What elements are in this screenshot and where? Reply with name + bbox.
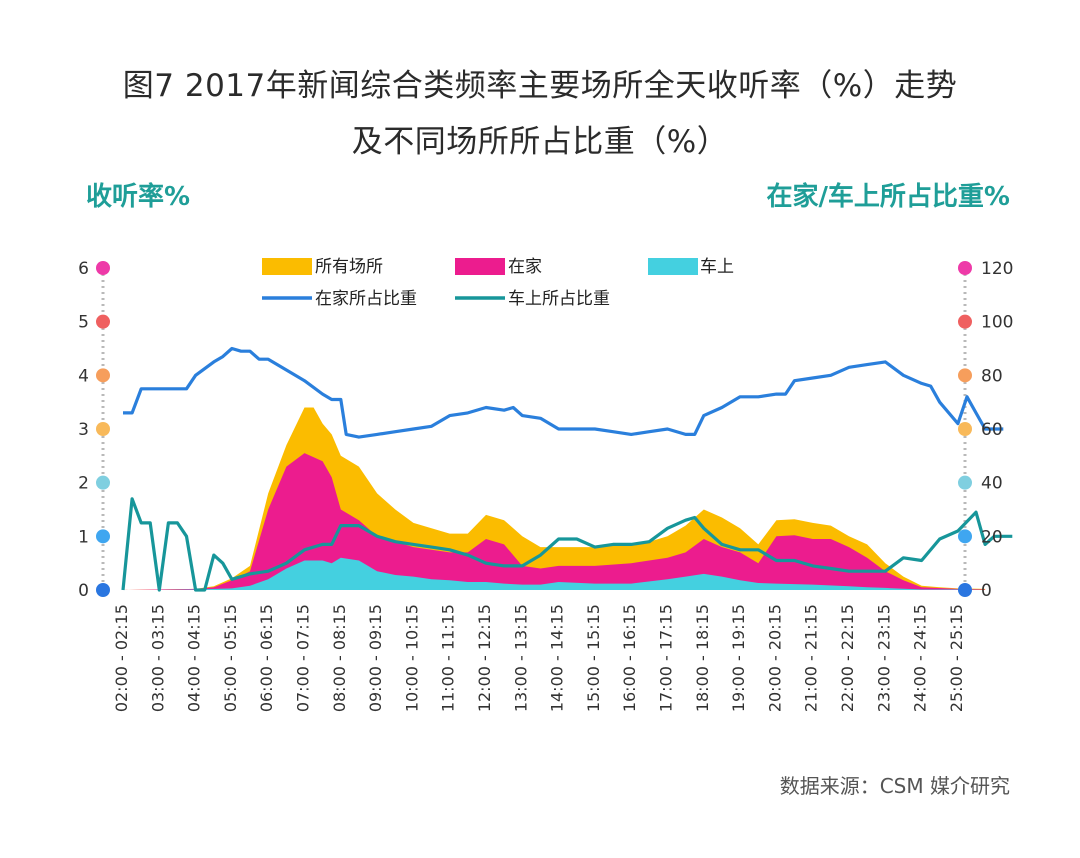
- legend-label: 车上: [700, 257, 734, 277]
- x-tick-label: 02:00 - 02:15: [112, 604, 131, 712]
- line-series-1: [121, 497, 1013, 592]
- line-series-0: [123, 346, 1004, 439]
- right-axis-title: 在家/车上所占比重%: [766, 182, 1010, 212]
- right-tick-label: 40: [981, 474, 1003, 494]
- legend-label: 在家所占比重: [315, 289, 417, 309]
- left-tick-label: 0: [78, 581, 89, 601]
- x-tick-label: 22:00 - 22:15: [838, 604, 857, 712]
- x-tick-label: 13:00 - 13:15: [511, 604, 530, 712]
- left-axis-dot: [96, 422, 110, 436]
- left-axis-dot: [96, 261, 110, 275]
- area-series-2: [123, 557, 986, 590]
- x-tick-label: 24:00 - 24:15: [911, 604, 930, 712]
- x-tick-label: 10:00 - 10:15: [402, 604, 421, 712]
- right-axis-dot: [958, 422, 972, 436]
- left-axis-dot: [96, 314, 110, 329]
- x-tick-label: 12:00 - 12:15: [475, 604, 494, 712]
- right-axis-dot: [958, 583, 972, 597]
- legend-swatch: [455, 258, 505, 275]
- left-axis-title: 收听率%: [86, 182, 191, 212]
- left-tick-label: 1: [78, 527, 89, 547]
- x-tick-label: 21:00 - 21:15: [802, 604, 821, 712]
- right-axis-dot: [958, 529, 972, 544]
- legend-swatch: [648, 258, 698, 275]
- left-tick-label: 5: [78, 313, 89, 333]
- x-tick-label: 25:00 - 25:15: [947, 604, 966, 712]
- x-tick-label: 03:00 - 03:15: [148, 604, 167, 712]
- x-tick-label: 20:00 - 20:15: [765, 604, 784, 712]
- source-note: 数据来源：CSM 媒介研究: [779, 774, 1010, 798]
- x-tick-label: 19:00 - 19:15: [729, 604, 748, 712]
- area-series-1: [123, 453, 986, 590]
- x-tick-label: 09:00 - 09:15: [366, 604, 385, 712]
- left-tick-label: 6: [78, 259, 89, 279]
- left-axis-dot: [96, 583, 110, 597]
- legend-label: 车上所占比重: [508, 289, 610, 309]
- left-axis-dot: [96, 529, 110, 544]
- left-axis-dot: [96, 475, 110, 490]
- left-tick-label: 4: [78, 366, 89, 386]
- right-axis-dot: [958, 261, 972, 275]
- right-tick-label: 60: [981, 420, 1003, 440]
- right-axis-dot: [958, 314, 972, 329]
- right-tick-label: 120: [981, 259, 1013, 279]
- right-axis-dot: [958, 475, 972, 490]
- legend-swatch: [262, 258, 312, 275]
- x-tick-label: 04:00 - 04:15: [185, 604, 204, 712]
- right-tick-label: 20: [981, 527, 1003, 547]
- x-tick-label: 07:00 - 07:15: [294, 604, 313, 712]
- left-tick-label: 2: [78, 474, 89, 494]
- x-tick-label: 06:00 - 06:15: [257, 604, 276, 712]
- left-axis-dot: [96, 368, 110, 383]
- left-tick-label: 3: [78, 420, 89, 440]
- x-tick-label: 05:00 - 05:15: [221, 604, 240, 712]
- x-tick-label: 18:00 - 18:15: [693, 604, 712, 712]
- x-tick-label: 08:00 - 08:15: [330, 604, 349, 712]
- x-tick-label: 16:00 - 16:15: [620, 604, 639, 712]
- right-axis-dot: [958, 368, 972, 383]
- x-tick-label: 11:00 - 11:15: [439, 604, 458, 712]
- x-tick-label: 17:00 - 17:15: [657, 604, 676, 712]
- legend-label: 所有场所: [315, 257, 383, 277]
- right-tick-label: 0: [981, 581, 992, 601]
- chart-title-line-1: 图7 2017年新闻综合类频率主要场所全天收听率（%）走势: [122, 68, 958, 104]
- x-tick-label: 14:00 - 14:15: [548, 604, 567, 712]
- right-tick-label: 100: [981, 313, 1013, 333]
- x-tick-label: 23:00 - 23:15: [874, 604, 893, 712]
- right-tick-label: 80: [981, 366, 1003, 386]
- chart-title-line-2: 及不同场所所占比重（%）: [351, 124, 729, 160]
- x-tick-label: 15:00 - 15:15: [584, 604, 603, 712]
- legend-label: 在家: [508, 257, 542, 277]
